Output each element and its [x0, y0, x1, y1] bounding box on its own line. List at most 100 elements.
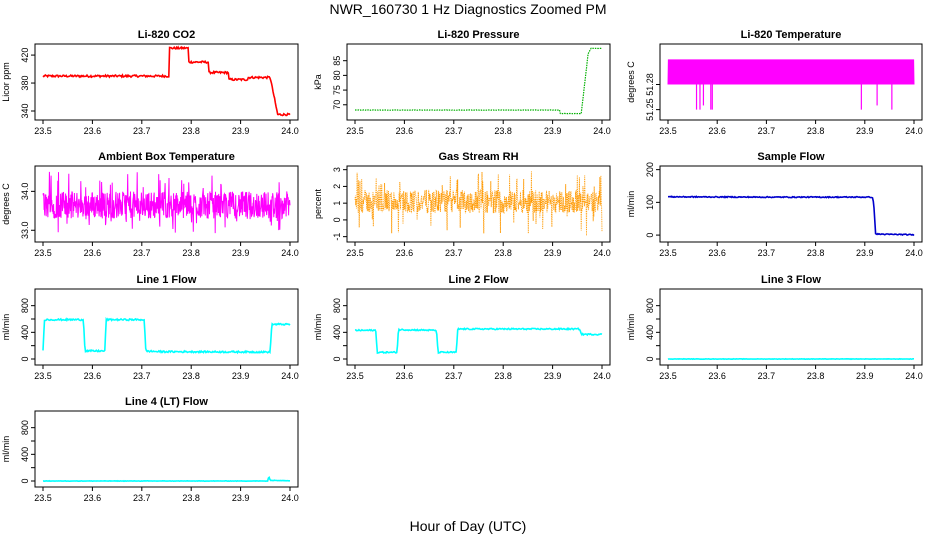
x-tick-label: 24.0: [593, 371, 611, 381]
x-tick-label: 23.8: [494, 371, 512, 381]
x-tick-label: 23.7: [758, 371, 776, 381]
plot-frame: [34, 288, 299, 366]
data-series: [42, 316, 291, 355]
series-line: [667, 59, 915, 85]
x-tick-label: 23.5: [34, 126, 52, 136]
x-tick-label: 23.5: [346, 126, 364, 136]
series-points: [354, 171, 603, 236]
x-tick-label: 23.9: [856, 371, 874, 381]
x-tick-label: 24.0: [905, 126, 923, 136]
data-series: [42, 476, 290, 483]
x-tick-label: 23.7: [445, 126, 463, 136]
x-tick-label: 23.7: [445, 248, 463, 258]
series-line: [42, 476, 290, 483]
x-tick-label: 23.8: [494, 248, 512, 258]
x-tick-label: 23.8: [182, 126, 200, 136]
series-line: [42, 171, 291, 234]
x-tick-label: 24.0: [905, 371, 923, 381]
x-tick-label: 23.7: [133, 248, 151, 258]
x-tick-label: 23.7: [758, 248, 776, 258]
y-tick-label: 400: [20, 447, 30, 462]
x-tick-label: 23.5: [346, 248, 364, 258]
y-tick-label: 0: [20, 356, 30, 361]
x-tick-label: 23.6: [396, 126, 414, 136]
plot-frame: [659, 288, 923, 366]
plot-frame: [346, 165, 611, 243]
y-axis-label: ml/min: [1, 436, 11, 463]
x-tick-label: 23.8: [807, 248, 825, 258]
y-tick-label: 200: [645, 162, 655, 177]
chart-panel: Li-820 CO2 Licor ppm 23.5 23.6 23.7 23.8 23.9 2…: [1, 29, 299, 136]
x-tick-label: 24.0: [281, 248, 299, 258]
y-tick-label: 85: [332, 56, 342, 66]
y-axis-label: percent: [313, 188, 323, 219]
x-tick-label: 24.0: [281, 371, 299, 381]
series-line: [42, 45, 291, 117]
y-tick-label: 400: [20, 325, 30, 340]
y-tick-label: 400: [645, 325, 655, 340]
y-tick-label: -1: [332, 233, 342, 241]
x-axis-label: Hour of Day (UTC): [409, 518, 527, 534]
x-tick-label: 23.5: [659, 248, 677, 258]
x-tick-label: 23.7: [133, 126, 151, 136]
x-tick-label: 23.5: [34, 371, 52, 381]
y-tick-label: 51.25: [645, 98, 655, 121]
chart-panel: Sample Flow ml/min 23.5 23.6 23.7 23.8 23.9 24.…: [626, 151, 923, 258]
x-tick-label: 23.6: [84, 248, 102, 258]
y-axis-label: ml/min: [626, 191, 636, 218]
chart-panel: Li-820 Pressure kPa 23.5 23.6 23.7 23.8 23.9 24…: [313, 29, 611, 136]
plot-frame: [34, 165, 299, 243]
data-series: [354, 171, 603, 236]
x-tick-label: 23.6: [84, 493, 102, 503]
x-tick-label: 23.8: [182, 248, 200, 258]
x-tick-label: 23.7: [133, 371, 151, 381]
x-tick-label: 23.6: [708, 248, 726, 258]
x-tick-label: 23.6: [708, 371, 726, 381]
chart-title: Li-820 CO2: [138, 29, 195, 41]
series-line: [668, 195, 915, 237]
x-tick-label: 23.5: [34, 493, 52, 503]
chart-panel: Gas Stream RH percent 23.5 23.6 23.7 23.8 23.9…: [313, 151, 611, 258]
chart-title: Line 2 Flow: [449, 274, 509, 286]
series-points: [355, 47, 603, 115]
plot-frame: [34, 43, 299, 121]
chart-title: Line 1 Flow: [137, 274, 197, 286]
y-tick-label: 0: [332, 356, 342, 361]
data-series: [354, 326, 603, 355]
chart-title: Line 3 Flow: [761, 274, 821, 286]
x-tick-label: 24.0: [593, 126, 611, 136]
y-tick-label: 800: [332, 298, 342, 313]
y-tick-label: 1: [332, 201, 342, 206]
plot-frame: [346, 43, 611, 121]
x-tick-label: 23.7: [758, 126, 776, 136]
y-axis-label: Licor ppm: [1, 62, 11, 102]
chart-title: Ambient Box Temperature: [98, 151, 235, 163]
x-tick-label: 23.8: [182, 493, 200, 503]
chart-panel: Ambient Box Temperature degrees C 23.5 23.6…: [1, 151, 299, 258]
x-tick-label: 23.5: [346, 371, 364, 381]
page-title: NWR_160730 1 Hz Diagnostics Zoomed PM: [329, 1, 607, 17]
x-tick-label: 24.0: [905, 248, 923, 258]
x-tick-label: 23.9: [856, 126, 874, 136]
y-tick-label: 100: [645, 195, 655, 210]
x-tick-label: 23.9: [232, 126, 250, 136]
plot-frame: [659, 165, 923, 243]
y-tick-label: 70: [332, 100, 342, 110]
x-tick-label: 23.9: [232, 371, 250, 381]
x-tick-label: 23.8: [807, 371, 825, 381]
x-tick-label: 23.9: [232, 493, 250, 503]
y-tick-label: 3: [332, 167, 342, 172]
plot-frame: [34, 410, 299, 488]
x-tick-label: 23.5: [659, 371, 677, 381]
y-tick-label: 800: [20, 298, 30, 313]
data-series: [668, 195, 915, 237]
x-tick-label: 24.0: [281, 493, 299, 503]
y-tick-label: 33.0: [20, 222, 30, 240]
x-tick-label: 23.9: [232, 248, 250, 258]
plot-frame: [659, 43, 923, 121]
data-series: [667, 59, 915, 110]
y-tick-label: 34.0: [20, 183, 30, 201]
x-tick-label: 23.7: [133, 493, 151, 503]
x-tick-label: 23.9: [544, 126, 562, 136]
